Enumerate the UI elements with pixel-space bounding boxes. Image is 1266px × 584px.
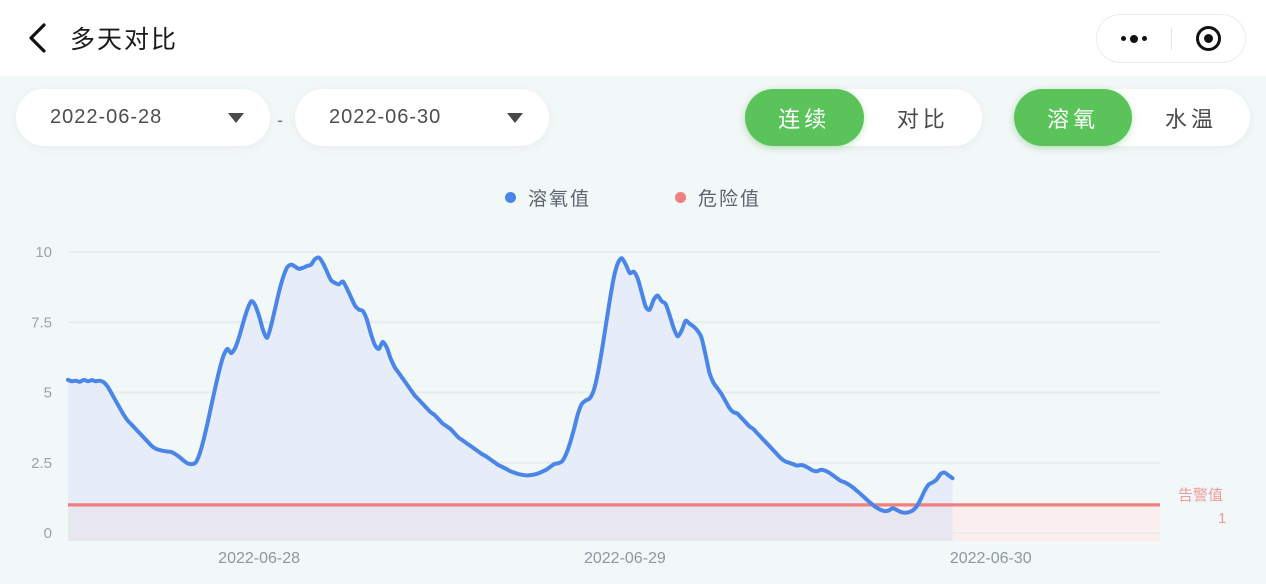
mode-option-continuous[interactable]: 连续 (745, 89, 864, 146)
caret-down-icon (228, 112, 244, 123)
controls-bar: 2022-06-28 - 2022-06-30 连续 对比 溶氧 水温 (0, 76, 1266, 176)
svg-text:2022-06-29: 2022-06-29 (584, 550, 666, 567)
svg-text:5: 5 (44, 385, 52, 402)
navbar: 多天对比 (0, 0, 1266, 76)
svg-text:告警值: 告警值 (1178, 487, 1223, 504)
chart-container[interactable]: 0 2.5 5 7.5 10 2022-06-28 2022-06-29 2022-06-3… (0, 215, 1266, 584)
date-range-separator: - (277, 110, 283, 130)
metric-option-dissolved-oxygen[interactable]: 溶氧 (1014, 89, 1132, 146)
legend-dot-icon (675, 191, 686, 203)
metric-option-water-temperature[interactable]: 水温 (1164, 106, 1217, 132)
metric-toggle: 溶氧 水温 (1014, 89, 1250, 146)
legend-item-oxygen[interactable]: 溶氧值 (504, 184, 591, 211)
date-start-picker[interactable]: 2022-06-28 (16, 89, 270, 146)
mode-option-compare[interactable]: 对比 (896, 106, 949, 132)
svg-text:2.5: 2.5 (31, 455, 52, 472)
x-axis-labels: 2022-06-28 2022-06-29 2022-06-30 (218, 550, 1032, 567)
page-title: 多天对比 (70, 26, 179, 54)
svg-text:2022-06-28: 2022-06-28 (218, 550, 300, 567)
legend-dot-icon (504, 191, 516, 203)
date-end-value: 2022-06-30 (329, 106, 442, 128)
alarm-annotation: 告警值 1 (1178, 487, 1226, 527)
svg-text:2022-06-30: 2022-06-30 (950, 550, 1032, 567)
y-axis-labels: 0 2.5 5 7.5 10 (31, 244, 52, 542)
more-menu-button[interactable] (1097, 15, 1171, 62)
svg-text:10: 10 (35, 244, 52, 261)
date-end-picker[interactable]: 2022-06-30 (295, 89, 549, 146)
back-button[interactable] (22, 21, 52, 55)
chart-legend: 溶氧值 危险值 (0, 182, 1266, 212)
legend-label-danger: 危险值 (698, 188, 762, 210)
svg-text:7.5: 7.5 (31, 314, 52, 331)
chart-area-fill (68, 257, 953, 541)
close-button[interactable] (1172, 15, 1246, 62)
chevron-left-icon (26, 22, 48, 54)
oxygen-area-chart[interactable]: 0 2.5 5 7.5 10 2022-06-28 2022-06-29 2022-06-3… (0, 215, 1266, 584)
legend-item-danger[interactable]: 危险值 (675, 184, 761, 211)
date-start-value: 2022-06-28 (50, 106, 163, 128)
mode-toggle: 连续 对比 (745, 89, 982, 146)
svg-text:0: 0 (44, 525, 52, 542)
ellipsis-icon (1120, 34, 1147, 43)
chart-line-oxygen (66, 255, 955, 515)
target-circle-icon (1195, 26, 1221, 51)
miniprogram-capsule (1096, 14, 1246, 63)
caret-down-icon (507, 112, 523, 123)
capsule-divider (1170, 27, 1172, 50)
svg-text:1: 1 (1218, 510, 1226, 527)
legend-label-oxygen: 溶氧值 (527, 188, 591, 210)
